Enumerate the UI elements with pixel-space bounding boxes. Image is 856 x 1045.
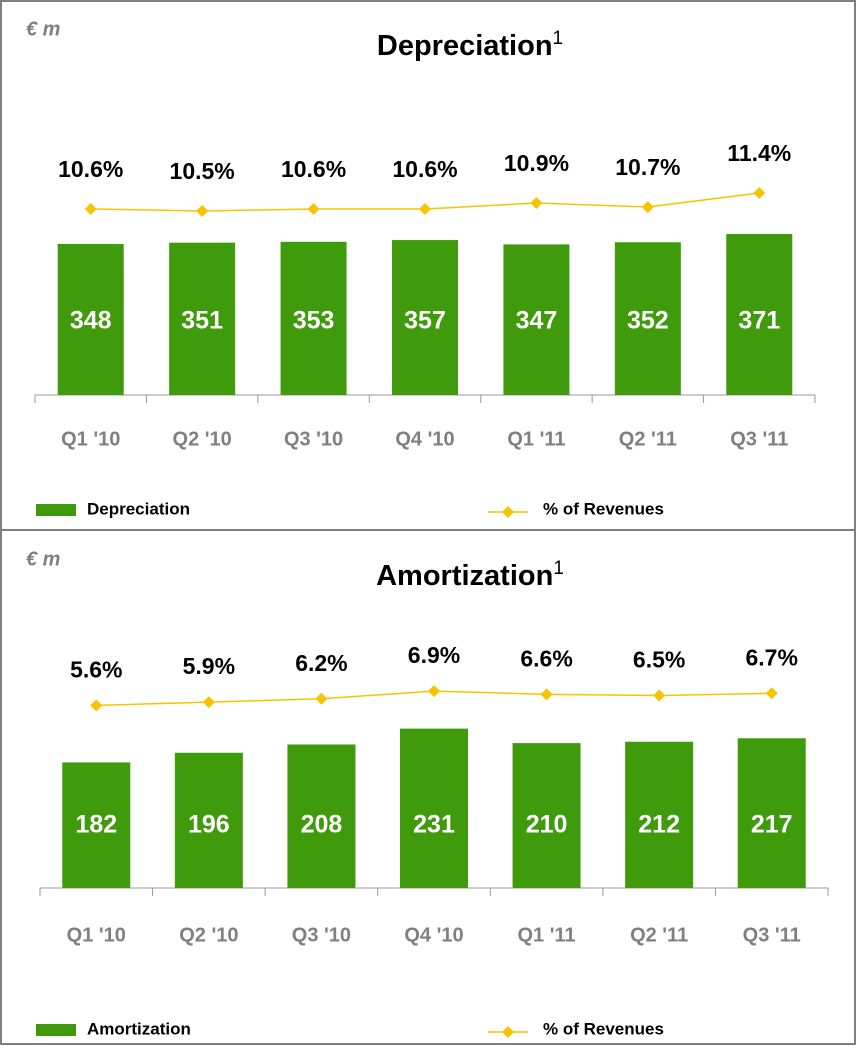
bar <box>169 242 236 395</box>
data-label: 231 <box>413 811 455 839</box>
bar <box>614 242 681 395</box>
bar <box>726 233 793 395</box>
marker <box>202 696 215 709</box>
bar <box>503 244 570 395</box>
marker <box>90 699 103 712</box>
bar <box>280 241 347 395</box>
bar <box>625 741 694 888</box>
marker <box>540 688 553 701</box>
data-label: 347 <box>516 307 558 335</box>
data-label: 5.6% <box>70 656 122 682</box>
marker <box>765 687 778 700</box>
x-tick-label: Q3 '11 <box>730 428 788 450</box>
data-label: 182 <box>75 811 117 839</box>
data-label: 348 <box>70 307 112 335</box>
x-tick-label: Q4 '10 <box>395 428 454 450</box>
marker <box>753 187 766 199</box>
data-label: 10.6% <box>281 156 346 182</box>
data-label: 6.2% <box>295 650 347 676</box>
x-tick-label: Q1 '11 <box>507 428 565 450</box>
data-label: 352 <box>627 307 669 335</box>
x-tick-label: Q2 '11 <box>630 924 688 946</box>
bar <box>287 744 356 888</box>
bar <box>174 752 243 888</box>
title-note: 1 <box>553 558 564 579</box>
legend-label: % of Revenues <box>543 499 664 518</box>
marker <box>84 203 97 215</box>
bar <box>57 243 124 395</box>
data-label: 10.6% <box>392 156 457 182</box>
data-label: 10.7% <box>615 154 680 180</box>
data-label: 351 <box>181 307 223 335</box>
x-tick-label: Q1 '10 <box>67 924 126 946</box>
legend-swatch <box>36 1024 76 1036</box>
title-text: Depreciation <box>377 30 553 62</box>
data-label: 11.4% <box>727 140 791 166</box>
unit-label: € m <box>26 18 60 40</box>
x-tick-label: Q1 '10 <box>61 428 120 450</box>
chart-title: Amortization1 <box>376 558 564 592</box>
legend-label: % of Revenues <box>543 1019 664 1038</box>
title-note: 1 <box>553 28 564 49</box>
x-tick-label: Q3 '10 <box>292 924 351 946</box>
marker <box>307 203 320 215</box>
legend-swatch <box>36 504 76 516</box>
data-label: 5.9% <box>183 653 235 679</box>
data-label: 10.9% <box>504 150 569 176</box>
marker <box>428 685 440 698</box>
x-tick-label: Q3 '10 <box>284 428 343 450</box>
x-tick-label: Q2 '10 <box>173 428 232 450</box>
data-label: 10.5% <box>170 158 235 184</box>
x-tick-label: Q1 '11 <box>518 924 576 946</box>
bar <box>737 738 806 888</box>
legend-marker <box>502 1026 514 1038</box>
marker <box>653 689 666 702</box>
data-label: 353 <box>293 307 335 335</box>
legend-label: Depreciation <box>87 499 190 518</box>
marker <box>530 197 543 209</box>
data-label: 6.5% <box>633 647 685 673</box>
data-label: 208 <box>301 811 343 839</box>
x-tick-label: Q4 '10 <box>404 924 463 946</box>
chart-title: Depreciation1 <box>377 28 563 62</box>
marker <box>315 692 328 705</box>
legend-marker <box>502 506 514 518</box>
data-label: 10.6% <box>58 156 123 182</box>
bar <box>62 762 131 888</box>
x-tick-label: Q3 '11 <box>743 924 801 946</box>
bar <box>512 743 581 888</box>
marker <box>196 205 209 217</box>
x-tick-label: Q2 '11 <box>619 428 677 450</box>
data-label: 217 <box>751 811 793 839</box>
data-label: 371 <box>738 307 780 335</box>
data-label: 210 <box>526 811 568 839</box>
data-label: 357 <box>404 307 446 335</box>
bar <box>392 240 458 395</box>
marker <box>641 201 654 213</box>
unit-label: € m <box>26 548 60 570</box>
data-label: 6.9% <box>408 642 460 668</box>
panel-border <box>0 529 856 1045</box>
data-label: 6.6% <box>520 645 572 671</box>
title-text: Amortization <box>376 560 553 592</box>
data-label: 196 <box>188 811 230 839</box>
bar <box>400 728 468 888</box>
data-label: 212 <box>638 811 680 839</box>
marker <box>419 203 431 215</box>
legend-label: Amortization <box>87 1019 191 1038</box>
data-label: 6.7% <box>745 644 797 670</box>
x-tick-label: Q2 '10 <box>179 924 238 946</box>
